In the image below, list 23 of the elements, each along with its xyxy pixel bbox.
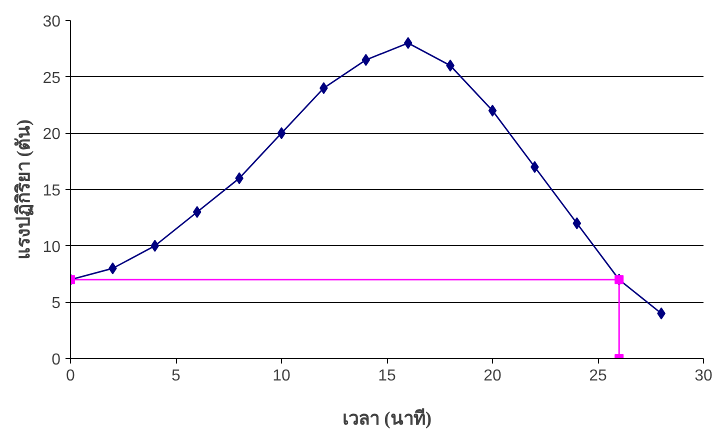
x-tick-label: 10 [272, 368, 290, 384]
point [192, 206, 202, 218]
point [277, 127, 286, 140]
point [572, 217, 582, 230]
point [150, 240, 160, 252]
y-tick-label: 0 [52, 352, 61, 368]
x-tick-label: 25 [589, 368, 607, 384]
x-tick-label: 20 [484, 368, 502, 384]
y-tick-label: 10 [42, 238, 61, 256]
y-tick-label: 15 [42, 182, 61, 200]
y-tick-label: 5 [52, 295, 61, 312]
x-tick-label: 0 [66, 368, 76, 384]
y-tick-label: 30 [42, 14, 61, 30]
y-tick-label: 25 [42, 70, 61, 87]
y-axis-title: แรงปฏิกิริยา (ตัน) [14, 119, 35, 260]
point [362, 54, 370, 66]
point [488, 104, 497, 117]
y-tick-label: 20 [42, 126, 61, 144]
x-axis-title: เวลา (นาที) [342, 408, 432, 430]
x-tick-label: 5 [172, 368, 181, 384]
point [404, 37, 412, 50]
x-tick-label: 30 [694, 368, 712, 384]
x-tick-label: 15 [378, 368, 396, 384]
